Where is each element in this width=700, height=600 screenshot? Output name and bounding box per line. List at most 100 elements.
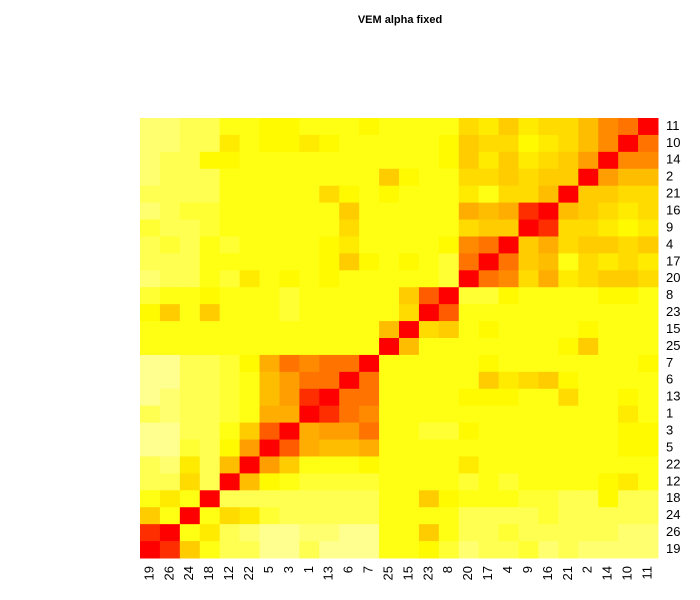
heat-cell (359, 304, 380, 322)
heat-cell (438, 422, 460, 441)
heat-cell (438, 354, 460, 373)
row-label: 14 (666, 152, 680, 167)
heat-cell (140, 422, 161, 441)
heat-cell (478, 270, 500, 288)
heat-cell (379, 168, 400, 187)
heat-cell (418, 490, 440, 508)
heat-cell (319, 473, 340, 491)
heat-cell (538, 456, 559, 474)
heat-cell (518, 134, 539, 153)
heat-cell (140, 338, 161, 356)
heat-cell (478, 185, 500, 204)
heat-cell (418, 202, 440, 221)
heat-cell (399, 456, 420, 474)
heat-cell (219, 541, 241, 559)
heat-cell (339, 405, 360, 424)
heat-cell (199, 524, 221, 542)
heat-cell (418, 439, 440, 457)
heat-cell (199, 490, 221, 508)
heat-cell (359, 270, 380, 288)
heat-cell (399, 439, 420, 457)
heat-cell (319, 541, 340, 559)
heat-cell (259, 507, 280, 525)
heat-cell (399, 270, 420, 288)
heat-cell (219, 304, 241, 322)
heat-cell (319, 236, 340, 254)
heat-cell (538, 388, 559, 407)
heat-cell (578, 236, 599, 254)
heat-cell (140, 321, 161, 339)
heat-cell (299, 405, 320, 424)
heat-cell (638, 405, 659, 424)
heat-cell (538, 253, 559, 271)
heat-cell (638, 151, 659, 170)
heat-cell (179, 354, 201, 373)
heat-cell (558, 490, 579, 508)
row-label: 6 (666, 372, 673, 387)
heat-cell (179, 287, 201, 305)
heat-cell (319, 321, 340, 339)
heat-cell (140, 439, 161, 457)
heat-cell (498, 202, 520, 221)
heat-cell (618, 118, 639, 136)
heat-cell (538, 287, 559, 305)
heat-cell (299, 151, 320, 170)
heat-cell (458, 202, 480, 221)
heat-cell (319, 202, 340, 221)
heat-cell (159, 338, 181, 356)
heat-cell (558, 456, 579, 474)
heat-cell (518, 456, 539, 474)
heat-cell (239, 354, 261, 373)
heat-cell (319, 524, 340, 542)
heat-cell (159, 354, 181, 373)
heat-cell (498, 287, 520, 305)
row-label: 9 (666, 219, 673, 234)
heat-cell (279, 253, 300, 271)
heat-cell (239, 473, 261, 491)
heat-cell (159, 185, 181, 204)
heat-cell (438, 185, 460, 204)
heat-cell (498, 253, 520, 271)
heat-cell (498, 473, 520, 491)
heat-cell (299, 118, 320, 136)
column-label: 8 (440, 566, 455, 573)
heat-cell (179, 338, 201, 356)
heat-cell (219, 185, 241, 204)
column-label: 3 (281, 566, 296, 573)
heat-cell (339, 354, 360, 373)
heat-cell (379, 371, 400, 390)
heat-cell (199, 253, 221, 271)
heat-cell (219, 422, 241, 441)
heat-cell (359, 338, 380, 356)
heat-cell (339, 456, 360, 474)
heat-cell (140, 354, 161, 373)
heat-cell (199, 354, 221, 373)
heat-cell (259, 541, 280, 559)
heat-cell (199, 151, 221, 170)
heat-cell (458, 185, 480, 204)
row-label: 23 (666, 304, 680, 319)
heat-cell (518, 422, 539, 441)
heat-cell (339, 253, 360, 271)
heat-cell (179, 168, 201, 187)
heat-cell (219, 507, 241, 525)
heat-cell (598, 304, 619, 322)
heat-cell (399, 253, 420, 271)
row-label: 18 (666, 490, 680, 505)
heat-cell (239, 422, 261, 441)
heat-cell (438, 118, 460, 136)
heat-cell (418, 338, 440, 356)
heat-cell (518, 388, 539, 407)
heat-cell (199, 473, 221, 491)
heat-cell (598, 321, 619, 339)
heat-cell (159, 118, 181, 136)
heat-cell (319, 270, 340, 288)
heat-cell (199, 456, 221, 474)
heat-cell (438, 439, 460, 457)
heat-cell (199, 388, 221, 407)
heat-cell (159, 321, 181, 339)
heat-cell (458, 304, 480, 322)
heat-cell (578, 304, 599, 322)
heat-cell (140, 118, 161, 136)
heat-cell (538, 338, 559, 356)
